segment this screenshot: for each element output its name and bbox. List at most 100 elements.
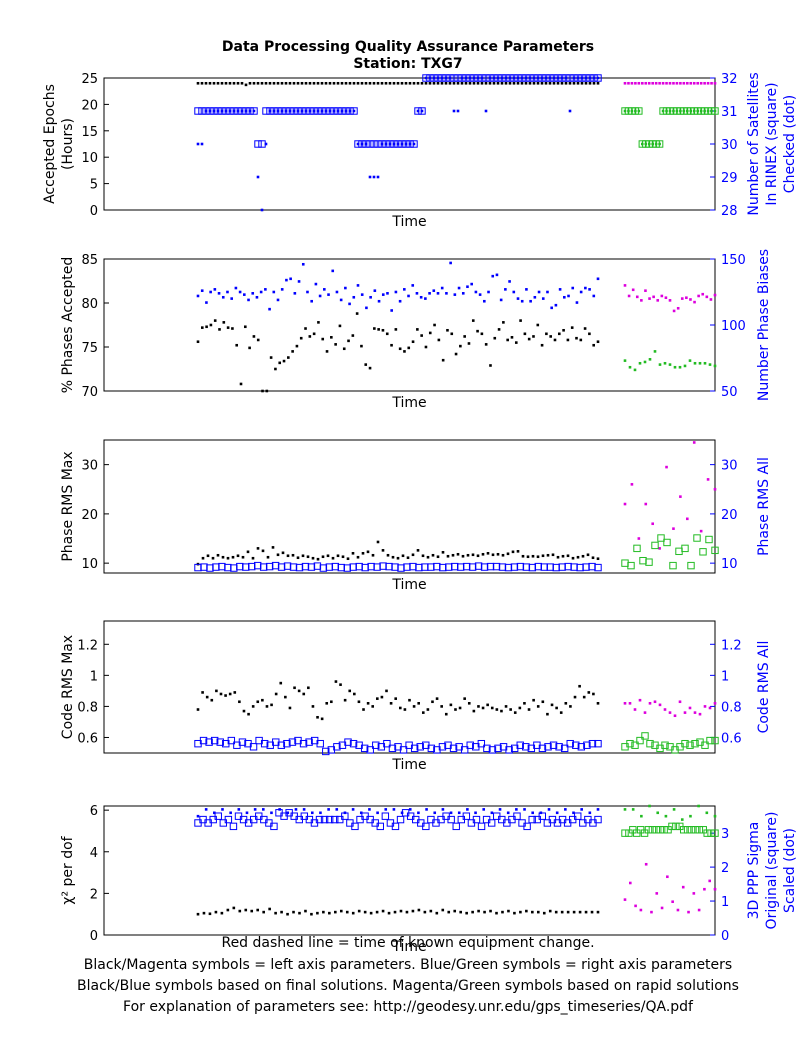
- data-point: [318, 294, 322, 298]
- data-point: [681, 739, 689, 748]
- data-point: [232, 81, 236, 85]
- data-point: [196, 340, 200, 344]
- data-point: [228, 109, 232, 113]
- data-point: [445, 563, 453, 571]
- data-point: [707, 829, 715, 837]
- data-point: [416, 109, 420, 113]
- data-point: [377, 328, 380, 331]
- data-point: [411, 284, 415, 287]
- data-point: [338, 324, 342, 328]
- data-point: [431, 700, 434, 704]
- data-point: [328, 911, 331, 915]
- data-point: [706, 478, 710, 481]
- data-point: [404, 142, 408, 146]
- data-point: [334, 343, 337, 346]
- data-point: [343, 698, 347, 702]
- data-point: [340, 81, 344, 85]
- data-point: [679, 495, 682, 498]
- data-point: [289, 563, 298, 571]
- data-point: [198, 107, 206, 115]
- data-point: [681, 544, 689, 553]
- data-point: [400, 81, 404, 85]
- data-point: [523, 702, 526, 705]
- data-point: [299, 739, 308, 748]
- data-point: [523, 822, 531, 831]
- data-point: [424, 76, 428, 80]
- data-point: [592, 76, 596, 80]
- data-point: [478, 293, 482, 296]
- right-tick-label: 28: [721, 204, 738, 219]
- data-point: [679, 109, 682, 113]
- data-point: [241, 555, 245, 559]
- data-point: [468, 563, 477, 571]
- data-point: [240, 109, 244, 113]
- data-point: [356, 284, 360, 287]
- data-point: [408, 808, 412, 811]
- data-point: [699, 529, 703, 533]
- data-point: [676, 908, 680, 912]
- data-point: [648, 702, 652, 705]
- data-point: [359, 811, 363, 815]
- data-point: [417, 811, 420, 815]
- data-point: [488, 81, 492, 85]
- data-point: [472, 81, 476, 85]
- data-point: [456, 81, 460, 85]
- data-point: [643, 360, 647, 364]
- data-point: [357, 700, 361, 704]
- data-point: [542, 911, 546, 915]
- data-point: [558, 288, 562, 291]
- data-point: [388, 142, 392, 146]
- data-point: [514, 341, 518, 344]
- data-point: [572, 811, 575, 815]
- data-point: [663, 538, 671, 547]
- data-point: [568, 81, 572, 85]
- data-point: [689, 814, 692, 818]
- data-point: [256, 175, 260, 179]
- data-point: [459, 910, 462, 914]
- data-point: [268, 109, 272, 113]
- data-point: [444, 81, 448, 85]
- data-point: [296, 81, 300, 85]
- data-point: [260, 208, 264, 212]
- data-point: [351, 334, 355, 337]
- data-point: [656, 826, 664, 834]
- data-point: [260, 81, 264, 85]
- data-point: [637, 537, 641, 540]
- x-axis-label: Time: [391, 214, 426, 230]
- data-point: [371, 705, 375, 708]
- data-point: [196, 708, 200, 711]
- data-point: [685, 296, 688, 300]
- left-tick-label: 80: [81, 297, 98, 312]
- data-point: [496, 81, 500, 85]
- data-point: [246, 550, 250, 554]
- data-point: [301, 262, 305, 266]
- data-point: [451, 562, 459, 571]
- data-point: [372, 81, 376, 85]
- right-axis-label: Number Phase Biases: [756, 249, 772, 401]
- data-point: [387, 911, 391, 915]
- data-point: [713, 364, 717, 368]
- data-point: [596, 910, 600, 914]
- data-point: [474, 562, 483, 570]
- left-tick-label: 1: [90, 669, 98, 684]
- data-point: [340, 109, 344, 113]
- right-tick-label: 50: [721, 385, 738, 400]
- left-tick-label: 5: [90, 178, 98, 193]
- data-point: [301, 562, 310, 571]
- data-point: [306, 555, 310, 559]
- data-point: [381, 328, 385, 332]
- data-point: [274, 367, 277, 371]
- series-final_right-square: [194, 561, 602, 572]
- data-point: [224, 81, 228, 85]
- data-point: [417, 702, 420, 705]
- data-point: [351, 911, 355, 915]
- data-point: [381, 812, 390, 820]
- data-point: [292, 109, 296, 113]
- data-point: [644, 81, 648, 85]
- series-rapid_right-square: [621, 822, 719, 837]
- data-point: [416, 743, 424, 751]
- data-point: [264, 288, 267, 291]
- data-point: [623, 109, 627, 113]
- data-point: [213, 811, 216, 815]
- data-point: [335, 290, 339, 294]
